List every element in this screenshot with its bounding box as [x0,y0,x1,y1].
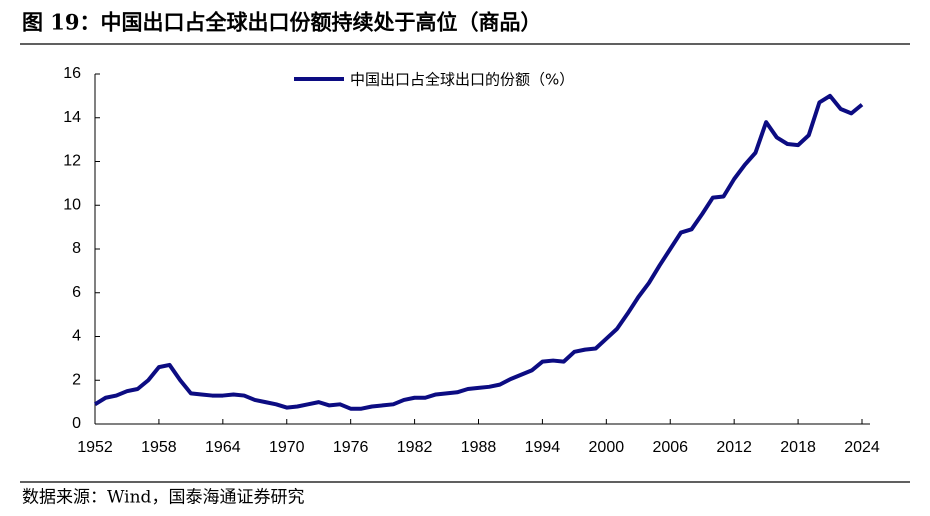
y-tick-label: 16 [63,65,81,82]
y-tick-label: 14 [63,109,81,126]
x-tick-label: 2018 [780,439,816,456]
x-tick-label: 1952 [77,439,113,456]
x-tick-label: 1994 [525,439,561,456]
y-tick-label: 0 [72,415,81,432]
y-tick-label: 12 [63,153,81,170]
x-tick-label: 1958 [141,439,177,456]
y-tick-label: 8 [72,240,81,257]
x-tick-label: 1976 [333,439,369,456]
x-tick-label: 2000 [589,439,625,456]
x-tick-label: 1970 [269,439,305,456]
x-tick-label: 1964 [205,439,241,456]
y-tick-label: 2 [72,371,81,388]
y-tick-label: 4 [72,328,81,345]
x-tick-label: 2006 [652,439,688,456]
source-note: 数据来源：Wind，国泰海通证券研究 [22,488,304,508]
x-tick-label: 1982 [397,439,433,456]
data-line [93,93,864,411]
chart-title: 图 19：中国出口占全球出口份额持续处于高位（商品） [22,10,542,35]
y-tick-label: 10 [63,196,81,213]
x-tick-label: 2024 [844,439,880,456]
x-tick-label: 2012 [716,439,752,456]
y-tick-label: 6 [72,284,81,301]
legend-label: 中国出口占全球出口的份额（%） [350,71,574,89]
x-tick-label: 1988 [461,439,497,456]
